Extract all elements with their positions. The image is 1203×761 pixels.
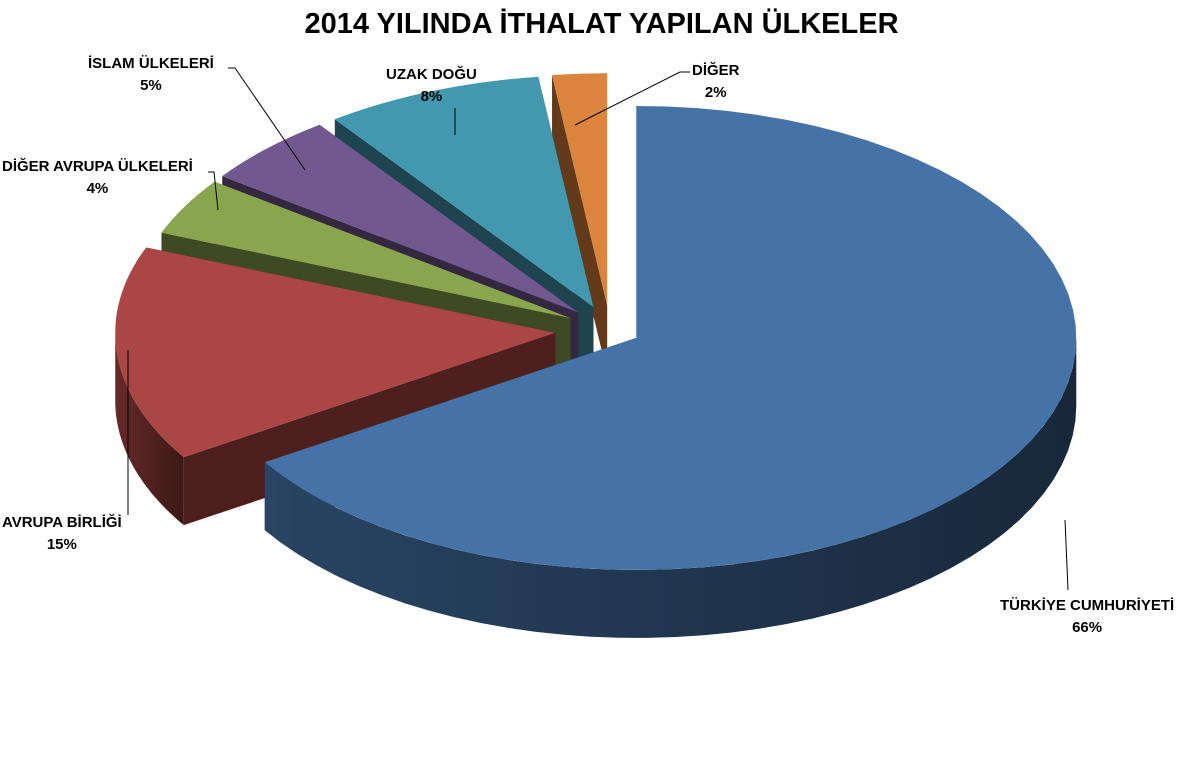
chart-title: 2014 YILINDA İTHALAT YAPILAN ÜLKELER [304,8,899,40]
slice-label-avrupa-birligi: AVRUPA BİRLİĞİ 15% [2,514,122,553]
leader-line-diger-avrupa [208,171,219,211]
slice-di-er [552,73,608,374]
slice-top-face [115,247,556,458]
slice-top-face [552,73,608,306]
slice-label-diger: DİĞER 2% [692,62,740,101]
slice-label-islam: İSLAM ÜLKELERİ 5% [88,55,214,94]
leader-line-diger [574,71,690,126]
slice-top-face [161,181,571,319]
slice-top-face [222,124,579,313]
slice-side-face [552,75,608,374]
slice-label-diger-avrupa: DİĞER AVRUPA ÜLKELERİ 4% [2,158,193,197]
leader-line-turkiye [1064,519,1069,591]
slice-label-turkiye: TÜRKİYE CUMHURİYETİ 66% [1000,597,1175,636]
slice-outer-wall [264,337,1077,638]
slice-t-rki-ye-cumhuri-yeti- [264,105,1077,638]
slice-top-face [264,105,1077,570]
slice-label-uzak-dogu: UZAK DOĞU 8% [386,66,477,105]
leader-line-islam [228,67,306,171]
slice-outer-wall [115,332,184,526]
slice-top-face [334,76,594,307]
